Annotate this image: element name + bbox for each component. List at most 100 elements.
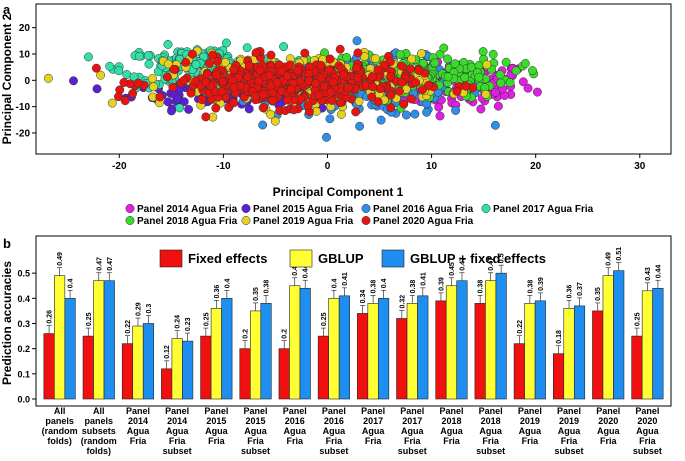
scatter-point xyxy=(443,54,452,64)
scatter-point xyxy=(43,73,53,83)
legend-swatch xyxy=(289,249,313,268)
scatter-point xyxy=(325,54,335,64)
category-label: Panel 2017 Agua Fria subset xyxy=(398,406,427,456)
bar xyxy=(103,280,115,400)
bar-value-label: 0.43 xyxy=(645,267,652,281)
bar xyxy=(121,343,134,400)
y-tick-label: 10 xyxy=(19,50,31,61)
bar xyxy=(82,335,94,400)
category-label: Panel 2015 Agua Fria xyxy=(204,406,228,446)
scatter-point xyxy=(289,105,299,115)
bar-groups: 0.26 0.25 0.22 0.12 0.25 0.2 0.2 0.25 0.34 0.32 0.… xyxy=(43,247,664,400)
x-tick-label: -20 xyxy=(112,161,127,172)
scatter-point xyxy=(220,57,230,67)
bar-value-label: 0.41 xyxy=(420,272,427,286)
scatter-point xyxy=(83,52,93,62)
bar xyxy=(495,272,507,400)
scatter-point xyxy=(107,98,117,108)
scatter-x-axis-label: Principal Component 1 xyxy=(273,185,404,199)
panel-a-label: a xyxy=(3,2,11,17)
scatter-point xyxy=(481,89,491,99)
bar-value-label: 0.49 xyxy=(606,252,613,266)
scatter-point xyxy=(276,66,286,76)
legend-label: GBLUP xyxy=(318,251,364,266)
bar xyxy=(260,303,272,400)
scatter-point xyxy=(186,88,196,98)
bar-category-labels: All panels (random folds)All panels subsets (r… xyxy=(42,406,662,456)
category-label: Panel 2020 Agua Fria xyxy=(596,406,620,446)
bar xyxy=(289,285,301,400)
bar-value-label: 0.36 xyxy=(567,285,574,299)
scatter-point xyxy=(493,101,503,111)
legend-label: Panel 2015 Agua Fria xyxy=(253,204,354,215)
scatter-point xyxy=(501,57,511,67)
bar-value-label: 0.38 xyxy=(478,280,485,294)
scatter-point xyxy=(379,60,389,70)
scatter-point xyxy=(435,111,445,121)
scatter-point xyxy=(532,87,542,97)
scatter-point xyxy=(495,70,505,80)
bar xyxy=(299,287,311,400)
bar-value-label: 0.12 xyxy=(164,345,171,359)
bar xyxy=(249,310,262,400)
scatter-point xyxy=(91,63,101,73)
scatter-point xyxy=(338,70,348,80)
scatter-point xyxy=(179,76,189,85)
legend-marker xyxy=(361,216,371,225)
bar-value-label: 0.36 xyxy=(214,285,221,299)
scatter-point xyxy=(439,43,449,53)
bar xyxy=(552,353,565,400)
scatter-point xyxy=(243,72,253,82)
scatter-point xyxy=(181,57,191,67)
pca-scatter-panel: a -20 -10 0 10 20 30 -20 -10 0 10 20 Principal Co… xyxy=(0,2,672,227)
scatter-point xyxy=(399,99,409,109)
legend-marker xyxy=(481,204,491,213)
bar-value-label: 0.25 xyxy=(321,312,328,326)
scatter-point xyxy=(213,56,222,66)
scatter-point xyxy=(303,101,313,110)
accuracy-bar-panel: b 0.0 0.1 0.2 0.3 0.4 0.5 Prediction accuraci… xyxy=(0,235,672,456)
scatter-point xyxy=(523,83,533,93)
scatter-point xyxy=(129,72,139,82)
y-tick-label: 0 xyxy=(24,76,30,87)
scatter-point xyxy=(397,61,407,71)
legend-label: GBLUP + fixed effects xyxy=(410,251,546,266)
scatter-point xyxy=(217,87,227,97)
bar xyxy=(513,343,525,400)
scatter-point xyxy=(386,90,396,100)
scatter-point xyxy=(518,77,528,87)
scatter-point xyxy=(474,72,484,82)
x-tick-label: 30 xyxy=(634,161,646,172)
scatter-point xyxy=(406,94,416,104)
bar-value-label: 0.45 xyxy=(449,262,456,276)
x-tick-label: -10 xyxy=(216,161,231,172)
category-label: Panel 2019 Agua Fria xyxy=(518,406,542,446)
bar-value-label: 0.25 xyxy=(203,312,210,326)
scatter-point xyxy=(120,96,130,106)
bar xyxy=(171,338,183,400)
scatter-point xyxy=(300,48,310,58)
scatter-point xyxy=(461,81,471,91)
category-label: Panel 2014 Agua Fria subset xyxy=(163,406,192,456)
scatter-point xyxy=(367,72,377,82)
category-label: Panel 2016 Agua Fria subset xyxy=(319,406,348,456)
legend-label: Panel 2014 Agua Fria xyxy=(137,204,238,215)
scatter-point xyxy=(405,64,415,74)
scatter-point xyxy=(482,60,492,70)
scatter-point xyxy=(311,79,321,89)
bar xyxy=(54,275,66,400)
scatter-point xyxy=(520,59,530,68)
scatter-point xyxy=(490,87,500,97)
scatter-point xyxy=(173,94,183,104)
bar-legend: Fixed effects GBLUP GBLUP + fixed effects xyxy=(159,249,546,268)
scatter-x-ticks: -20 -10 0 10 20 30 xyxy=(112,154,646,172)
bar-value-label: 0.38 xyxy=(371,280,378,294)
bar-value-label: 0.49 xyxy=(57,252,64,266)
scatter-point xyxy=(211,103,221,113)
scatter-point xyxy=(373,97,383,107)
scatter-point xyxy=(163,59,173,69)
scatter-point xyxy=(255,65,265,75)
bar xyxy=(652,287,664,400)
scatter-point xyxy=(336,109,346,119)
scatter-point xyxy=(418,58,428,68)
